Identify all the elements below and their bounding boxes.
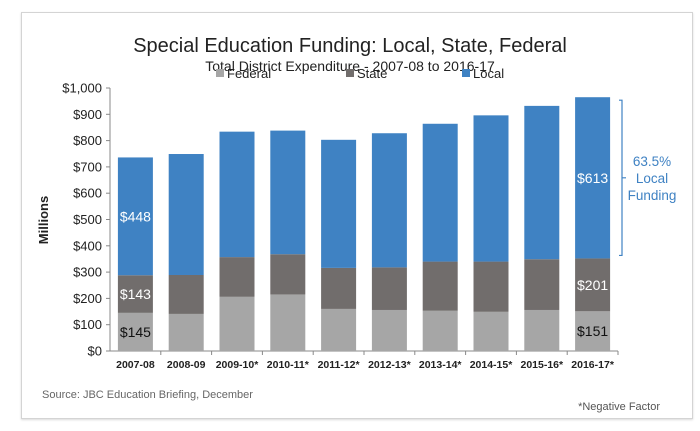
bar-local — [219, 131, 255, 258]
x-tick-label: 2007-08 — [116, 359, 155, 371]
chart-frame — [21, 12, 693, 419]
bar-state — [371, 267, 407, 310]
bar-local — [371, 133, 407, 268]
x-tick-label: 2016-17* — [571, 359, 615, 371]
bar-state — [219, 257, 255, 297]
bar-local — [270, 130, 306, 255]
y-tick-label: $600 — [73, 186, 102, 201]
bar-federal — [219, 296, 255, 351]
bar-local — [524, 105, 560, 260]
bar-federal — [270, 294, 306, 351]
bar-local — [168, 154, 204, 275]
legend-label: State — [357, 66, 387, 81]
legend-swatch-federal — [216, 69, 224, 77]
y-tick-label: $700 — [73, 159, 102, 174]
bar-state — [168, 274, 204, 314]
annotation-text: Funding — [628, 188, 677, 203]
local-bracket — [619, 99, 626, 257]
data-label: $448 — [120, 208, 151, 224]
y-tick-label: $400 — [73, 238, 102, 253]
x-tick-label: 2011-12* — [318, 359, 361, 371]
data-label: $143 — [120, 286, 151, 302]
data-label: $613 — [577, 170, 608, 186]
x-tick-label: 2010-11* — [267, 359, 310, 371]
x-tick-label: 2013-14* — [419, 359, 463, 371]
data-label: $145 — [120, 324, 151, 340]
y-tick-label: $500 — [73, 212, 102, 227]
bar-federal — [168, 313, 204, 351]
x-tick-label: 2008-09 — [167, 359, 206, 371]
y-tick-label: $1,000 — [62, 81, 102, 96]
bar-federal — [524, 309, 560, 351]
legend-label: Federal — [227, 66, 271, 81]
y-tick-label: $300 — [73, 265, 102, 280]
bar-federal — [422, 310, 458, 351]
annotation-text: 63.5% — [633, 154, 671, 169]
bar-local — [117, 157, 153, 276]
plot-area: $0 $100 $200 $300 $400 $500 $600 $700 $800 $900 $1… — [62, 81, 676, 372]
footnote: *Negative Factor — [578, 401, 660, 413]
legend-swatch-state — [346, 69, 354, 77]
legend-swatch-local — [462, 69, 470, 77]
x-tick-label: 2014-15* — [470, 359, 514, 371]
annotation-text: Local — [636, 171, 668, 186]
y-tick-label: $200 — [73, 291, 102, 306]
bar-state — [321, 267, 357, 309]
bar-state — [270, 254, 306, 295]
x-tick-label: 2015-16* — [520, 359, 564, 371]
bar-state — [473, 261, 509, 312]
x-tick-label: 2009-10* — [216, 359, 260, 371]
bar-local — [422, 123, 458, 262]
bar-state — [422, 261, 458, 311]
bar-local — [473, 115, 509, 262]
data-label: $151 — [577, 323, 608, 339]
x-tick-label: 2012-13* — [368, 359, 412, 371]
legend-label: Local — [473, 66, 504, 81]
bar-local — [575, 97, 611, 259]
bar-federal — [575, 311, 611, 351]
bar-federal — [117, 312, 153, 351]
data-label: $201 — [577, 277, 608, 293]
y-tick-label: $0 — [88, 344, 102, 359]
chart-subtitle: Total District Expenditure - 2007-08 to … — [205, 58, 495, 74]
y-axis-label: Millions — [36, 196, 51, 244]
bar-state — [117, 275, 153, 313]
bar-federal — [473, 311, 509, 351]
bar-state — [524, 259, 560, 310]
source-note: Source: JBC Education Briefing, December — [42, 389, 253, 401]
y-tick-label: $900 — [73, 107, 102, 122]
y-tick-label: $100 — [73, 317, 102, 332]
y-tick-label: $800 — [73, 133, 102, 148]
bar-state — [575, 258, 611, 312]
bar-local — [321, 139, 357, 268]
bar-federal — [321, 308, 357, 351]
chart-title: Special Education Funding: Local, State,… — [133, 35, 567, 57]
bar-federal — [371, 309, 407, 351]
legend: Federal State Local — [216, 66, 504, 81]
